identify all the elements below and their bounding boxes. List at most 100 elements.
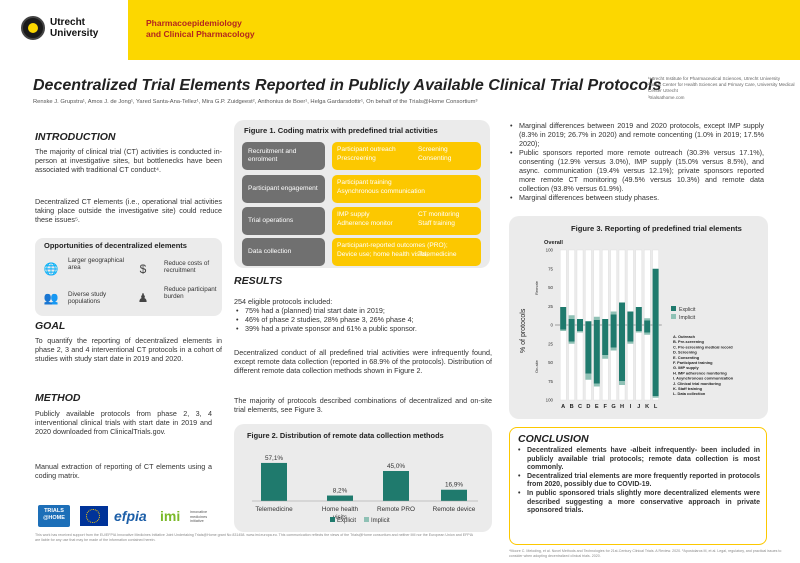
matrix-activity: Asynchronous communication [337,188,425,195]
fig3-key-item: F. Participant training [673,360,713,365]
fig3-bar-remote-explicit [577,319,583,325]
fig2-category-label: Remote device [433,506,476,513]
references: ⁴Moore C. Meloding, et al. Novel Methods… [509,549,782,558]
fig3-bar-remote-implicit [593,316,600,320]
fig3-y-tick: 0 [551,323,554,328]
matrix-row-label: Participant engagement [242,175,325,203]
fig2-bar [261,462,287,501]
conclusion-bullets: Decentralized elements have -albeit infr… [518,447,760,516]
fig3-bar-remote-explicit [560,307,567,325]
cost-reduction-icon: $ [139,262,147,276]
figure-3-chart: Overall % of protocols Remote On-site 100 75 5… [520,240,734,410]
opportunity-item: Diverse study populations [68,291,107,306]
fig3-bar-onsite-implicit [560,329,567,331]
matrix-activity: IMP supply [337,211,370,218]
fig3-bar-onsite-explicit [652,325,659,397]
fig3-key-item: B. Pre-screening [673,339,705,344]
affiliations: ¹Utrecht Institute for Pharmaceutical Sc… [648,76,795,100]
fig3-category-label: D [586,404,590,410]
fig3-category-label: G [611,404,615,410]
fig3-category-label: I [630,404,632,410]
matrix-activity: Participant outreach [337,146,396,153]
matrix-row-activities: IMP supply CT monitoring Adherence monitor… [332,207,481,235]
fig3-bar-onsite-explicit [560,325,567,330]
fig3-category-label: J [637,404,640,410]
fig3-bar-remote-explicit [610,314,617,325]
fig3-key-item: E. Consenting [673,355,700,360]
fig3-bar-remote-explicit [652,268,659,325]
fig3-category-label: F [603,404,607,410]
matrix-row-label: Data collection [242,238,325,266]
fig3-bar-onsite-implicit [644,332,651,335]
results-paragraph-3: The majority of protocols described comb… [234,396,492,414]
fig3-y-tick: 25 [548,341,553,346]
fig2-value-label: 8,2% [333,488,348,495]
fig2-category-label: visits [333,514,347,521]
matrix-row-label: Recruitment and enrolment [242,142,325,170]
fig3-bar-onsite-implicit [610,347,617,351]
fig3-category-label: E [595,404,599,410]
fig2-category-label: Telemedicine [255,506,293,513]
results-bullet: 46% of phase 2 studies, 28% phase 3, 26%… [236,315,492,324]
fig3-bar-onsite-explicit [593,325,600,384]
university-name: Utrecht University [50,17,99,39]
university-seal-icon [21,16,45,40]
fig3-legend-explicit: Explicit [679,307,696,313]
fig3-bar-onsite-implicit [619,381,625,385]
imi-logo: imi [160,508,181,524]
fig3-bar-remote-implicit [644,318,651,321]
fig3-y-tick: 75 [548,379,553,384]
fig3-legend-swatch [671,314,676,319]
figure-1-title: Figure 1. Coding matrix with predefined … [244,126,438,135]
results-heading: RESULTS [234,275,283,287]
matrix-row-activities: Participant training Asynchronous communi… [332,175,481,203]
matrix-row-label: Trial operations [242,207,325,235]
opportunities-box [35,238,222,316]
matrix-activity: Adherence monitor [337,220,393,227]
authors-line: Renske J. Grupstra¹, Amos J. de Jong¹, Y… [33,99,478,105]
figure-2-title: Figure 2. Distribution of remote data co… [247,431,444,440]
people-icon: 👥 [43,291,59,305]
fig3-overall-label: Overall [544,240,563,246]
funding-statement: This work has received support from the … [35,533,473,542]
results-bullet: 75% had a (planned) trial start date in … [236,306,492,315]
conclusion-bullet: In public sponsored trials slightly more… [518,490,760,516]
fig2-legend-swatch [364,517,369,522]
fig3-bar-remote-implicit [610,311,617,315]
fig3-key-item: L. Data collection [673,391,706,396]
opportunities-title: Opportunities of decentralized elements [44,241,187,250]
fig3-bar-onsite-explicit [577,325,583,331]
fig3-bar-onsite-explicit [568,325,575,342]
matrix-activity: Telemedicine [418,251,457,258]
fig2-value-label: 57,1% [265,455,283,462]
introduction-heading: INTRODUCTION [35,131,116,143]
fig3-bar-onsite-implicit [652,396,659,398]
header-banner: Utrecht University Pharmacoepidemiology an… [0,0,800,60]
fig3-bar-onsite-explicit [644,325,651,333]
fig3-bar-onsite-explicit [610,325,617,348]
matrix-activity: Staff training [418,220,455,227]
fig3-bar-onsite-implicit [602,355,609,359]
fig2-category-label: Remote PRO [377,506,415,513]
matrix-activity: Screening [418,146,448,153]
fig3-category-label: B [570,404,574,410]
opportunity-item: Reduce participant burden [164,286,217,301]
fig3-y-tick: 25 [548,304,553,309]
fig3-bar-onsite-implicit [593,383,600,387]
fig3-bar-onsite-implicit [635,331,642,333]
fig3-bar-onsite-explicit [619,325,625,382]
intro-paragraph-1: The majority of clinical trial (CT) acti… [35,147,222,174]
fig3-key-item: D. Screening [673,350,697,355]
matrix-activity: Participant-reported outcomes (PRO); [337,242,448,249]
findings-bullet: Marginal differences between 2019 and 20… [510,121,764,148]
fig3-bar-remote-explicit [568,319,575,325]
fig3-bar-onsite-explicit [627,325,634,342]
fig3-bar-remote-explicit [585,321,592,325]
matrix-row-activities: Participant-reported outcomes (PRO); Devi… [332,238,481,266]
figure-3-title: Figure 3. Reporting of predefined trial … [571,224,742,233]
eu-flag-icon [80,506,108,526]
fig3-bar-onsite-implicit [627,341,634,344]
fig3-legend-swatch [671,306,676,311]
goal-text: To quantify the reporting of decentraliz… [35,336,222,363]
fig3-key-item: A. Outreach [673,334,696,339]
